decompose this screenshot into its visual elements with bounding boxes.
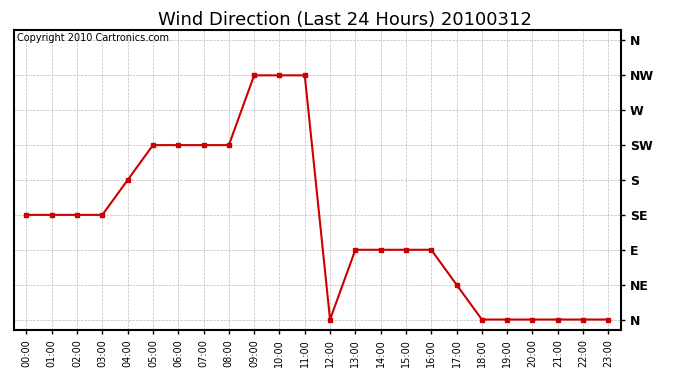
Text: Copyright 2010 Cartronics.com: Copyright 2010 Cartronics.com <box>17 33 169 43</box>
Text: Wind Direction (Last 24 Hours) 20100312: Wind Direction (Last 24 Hours) 20100312 <box>158 11 532 29</box>
